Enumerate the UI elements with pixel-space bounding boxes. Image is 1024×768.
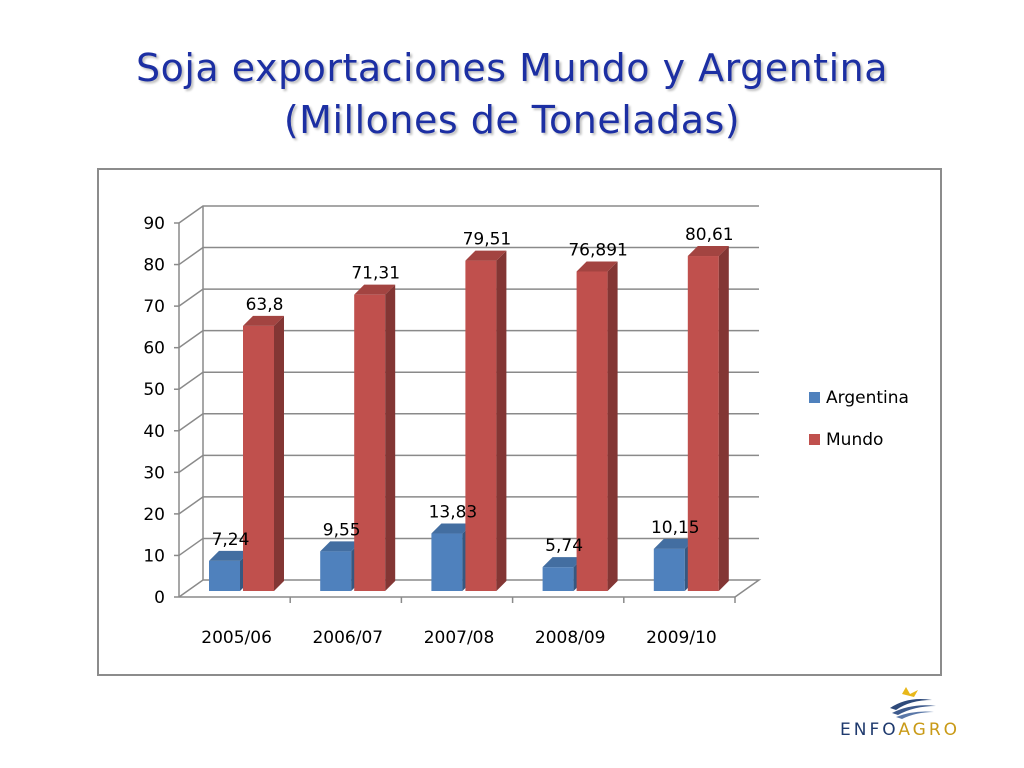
y-tick-label: 40	[143, 422, 165, 442]
slide-title-line-1: Soja exportaciones Mundo y Argentina	[135, 46, 889, 90]
bar-side-face	[607, 261, 618, 591]
y-tick-label: 50	[143, 380, 165, 400]
bar-top-face	[465, 250, 507, 261]
bar-chart: 0 10 20 30 40 50 60 70 80 90 2005/06 7,24 63,8 2006/0…	[143, 205, 909, 648]
bar-top-face	[243, 315, 284, 326]
data-label: 79,51	[463, 230, 512, 250]
bar-top-face	[542, 557, 584, 568]
data-label: 13,83	[429, 503, 478, 523]
bar-front-face	[431, 533, 463, 591]
bar-top-face	[653, 538, 695, 549]
enfoagro-logo: ENFOAGRO	[840, 684, 980, 744]
y-tick-label: 0	[154, 588, 165, 608]
slide-title: Soja exportaciones Mundo y Argentina (Mi…	[0, 42, 1024, 146]
x-category-label: 2007/08	[424, 628, 495, 648]
legend-label-mundo: Mundo	[826, 430, 883, 450]
y-tick-label: 60	[143, 339, 165, 359]
legend-label-argentina: Argentina	[826, 388, 909, 408]
logo-wordmark: ENFOAGRO	[840, 720, 980, 740]
x-category-label: 2008/09	[535, 628, 606, 648]
bar-side-face	[718, 246, 729, 591]
bar-front-face	[465, 260, 497, 591]
slide-title-line-2: (Millones de Toneladas)	[283, 98, 741, 142]
bar-top-face	[320, 541, 362, 552]
bar-front-face	[576, 271, 608, 591]
y-tick-label: 10	[143, 546, 165, 566]
x-category-label: 2005/06	[201, 628, 272, 648]
bar-front-face	[653, 548, 685, 591]
gridline	[178, 205, 759, 224]
logo-word-agro: AGRO	[898, 720, 961, 740]
bar-front-face	[209, 560, 240, 591]
data-label: 80,61	[685, 225, 734, 245]
bar-front-face	[243, 325, 274, 591]
mundo-bar	[576, 261, 618, 591]
mundo-bar	[687, 246, 729, 591]
bar-front-face	[354, 294, 386, 591]
data-label: 7,24	[212, 530, 250, 550]
bar-top-face	[431, 523, 473, 534]
bar-top-face	[209, 550, 250, 561]
bar-side-face	[385, 284, 396, 591]
y-tick-label: 70	[143, 297, 165, 317]
logo-word-enfo: ENFO	[840, 720, 899, 740]
mundo-bar	[243, 315, 284, 591]
logo-wings-icon	[890, 687, 936, 719]
y-tick-label: 20	[143, 505, 165, 525]
data-label: 5,74	[545, 536, 583, 556]
data-label: 10,15	[651, 518, 700, 538]
bar-top-face	[354, 284, 396, 295]
data-label: 63,8	[246, 295, 284, 315]
data-label: 9,55	[323, 520, 361, 540]
mundo-bar	[354, 284, 396, 591]
data-label: 71,31	[351, 264, 400, 284]
legend-swatch-argentina	[809, 392, 820, 403]
data-label: 76,891	[568, 240, 627, 260]
mundo-bar	[465, 250, 507, 591]
bar-front-face	[542, 567, 574, 591]
bar-side-face	[274, 315, 284, 591]
chart-frame: 0 10 20 30 40 50 60 70 80 90 2005/06 7,24 63,8 2006/0…	[97, 168, 942, 676]
bar-top-face	[576, 261, 618, 272]
x-category-label: 2009/10	[646, 628, 717, 648]
legend-swatch-mundo	[809, 434, 820, 445]
bar-side-face	[496, 250, 507, 591]
y-tick-label: 90	[143, 214, 165, 234]
x-category-label: 2006/07	[312, 628, 383, 648]
y-tick-label: 80	[143, 256, 165, 276]
y-tick-label: 30	[143, 463, 165, 483]
bar-top-face	[687, 246, 729, 257]
bar-front-face	[687, 256, 719, 591]
bar-front-face	[320, 551, 352, 591]
